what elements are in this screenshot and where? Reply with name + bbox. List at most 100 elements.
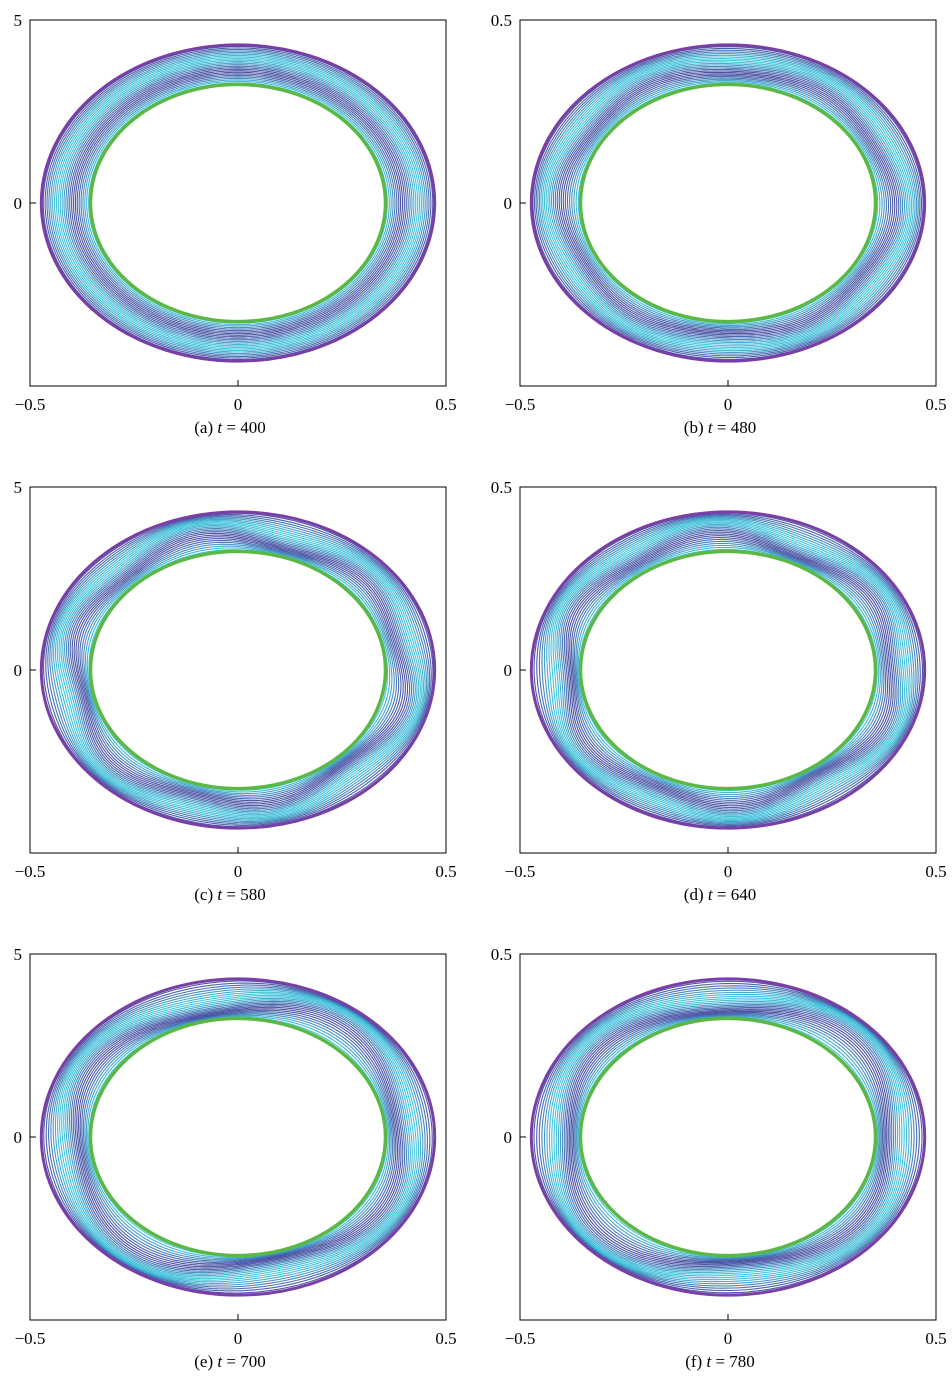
contour-panel-f: −0.5 0 0.5 0.5 0 (f) t = 780	[490, 934, 950, 1389]
x-tick-label: 0.5	[925, 395, 946, 414]
contour-line	[575, 1014, 881, 1260]
contour-line	[71, 532, 409, 807]
contour-line	[54, 519, 425, 820]
contour-line	[67, 529, 413, 810]
panel-caption: (b) t = 480	[683, 418, 757, 437]
outer-boundary	[39, 510, 437, 830]
contour-line	[567, 533, 892, 807]
contour-line	[84, 1013, 392, 1261]
contour-line	[75, 536, 404, 803]
contour-line	[67, 999, 409, 1275]
contour-line	[538, 985, 918, 1289]
contour-line	[86, 547, 391, 793]
contour-line	[46, 48, 430, 358]
contour-line	[577, 546, 880, 794]
contour-line	[574, 1013, 882, 1261]
contour-line	[62, 525, 418, 814]
contour-line	[87, 1015, 389, 1259]
contour-line	[550, 519, 909, 820]
contour-line	[573, 80, 883, 326]
contour-line	[82, 77, 394, 329]
contour-line	[74, 1005, 402, 1269]
panel-caption: (a) t = 400	[194, 418, 266, 437]
contour-line	[575, 542, 883, 798]
y-tick-label: 0	[504, 1128, 513, 1147]
contour-line	[541, 515, 917, 825]
contour-line	[57, 991, 419, 1283]
contour-line	[84, 79, 392, 327]
contour-line	[78, 74, 398, 332]
contour-line	[576, 1015, 880, 1259]
contour-line	[85, 1014, 391, 1260]
x-tick-label: 0	[234, 862, 243, 881]
outer-boundary	[39, 43, 437, 363]
y-tick-label: 0	[504, 194, 513, 213]
contour-line	[73, 534, 406, 805]
panel-caption: (e) t = 700	[194, 1352, 266, 1371]
contour-line	[83, 543, 395, 796]
contour-line	[546, 517, 913, 823]
contour-line	[45, 513, 432, 826]
outer-boundary	[529, 510, 927, 830]
contour-line	[549, 62, 907, 344]
y-tick-label: 0.5	[491, 945, 512, 964]
x-tick-label: −0.5	[505, 862, 536, 881]
contour-line	[60, 523, 420, 816]
y-tick-label: 0	[14, 1128, 23, 1147]
contour-line	[81, 1011, 395, 1263]
contour-line	[59, 993, 417, 1281]
contour-line	[547, 61, 909, 345]
contour-line	[571, 78, 885, 328]
contour-panel-e: −0.5 0 0.5 5 0 (e) t = 700	[0, 934, 460, 1389]
contour-line	[55, 56, 421, 350]
contour-line	[56, 521, 423, 819]
contour-line	[561, 1004, 895, 1270]
contour-line	[58, 522, 421, 817]
y-tick-label: 0	[14, 194, 23, 213]
panel-caption: (f) t = 780	[685, 1352, 755, 1371]
contour-line	[69, 67, 407, 339]
contour-line	[536, 513, 921, 827]
inner-boundary	[578, 1016, 878, 1258]
contour-line	[569, 535, 890, 805]
contour-line	[64, 526, 416, 813]
contour-line	[556, 68, 900, 338]
contour-line	[536, 983, 920, 1291]
x-tick-label: 0	[724, 862, 733, 881]
contour-line	[81, 541, 398, 798]
contour-panel-c: −0.5 0 0.5 5 0 (c) t = 580	[0, 467, 460, 922]
x-tick-label: −0.5	[505, 395, 536, 414]
contour-line	[535, 49, 921, 357]
contour-line	[65, 527, 414, 811]
contour-line	[59, 59, 417, 347]
x-tick-label: 0.5	[435, 395, 456, 414]
contour-line	[82, 1012, 394, 1262]
contour-line	[572, 538, 887, 801]
contour-line	[540, 54, 916, 352]
contour-line	[542, 56, 914, 350]
contour-line	[570, 1010, 886, 1264]
contour-line	[566, 76, 890, 330]
contour-line	[546, 991, 910, 1283]
contour-line	[554, 522, 905, 818]
contour-line	[553, 997, 903, 1277]
contour-line	[545, 59, 911, 347]
contour-line	[85, 545, 393, 795]
contour-line	[50, 51, 426, 355]
contour-line	[69, 531, 411, 808]
contour-line	[53, 518, 426, 821]
outer-boundary	[529, 977, 927, 1297]
contour-line	[48, 984, 428, 1290]
contour-line	[571, 1011, 885, 1263]
contour-line	[72, 1003, 404, 1271]
contour-line	[44, 47, 432, 359]
contour-line	[76, 73, 400, 333]
y-tick-label: 0	[14, 661, 23, 680]
contour-line	[552, 521, 907, 819]
contour-line	[556, 523, 904, 816]
contour-line	[541, 987, 915, 1287]
outer-boundary	[39, 977, 437, 1297]
contour-line	[577, 82, 879, 324]
x-tick-label: 0.5	[925, 1329, 946, 1348]
x-tick-label: 0.5	[435, 862, 456, 881]
